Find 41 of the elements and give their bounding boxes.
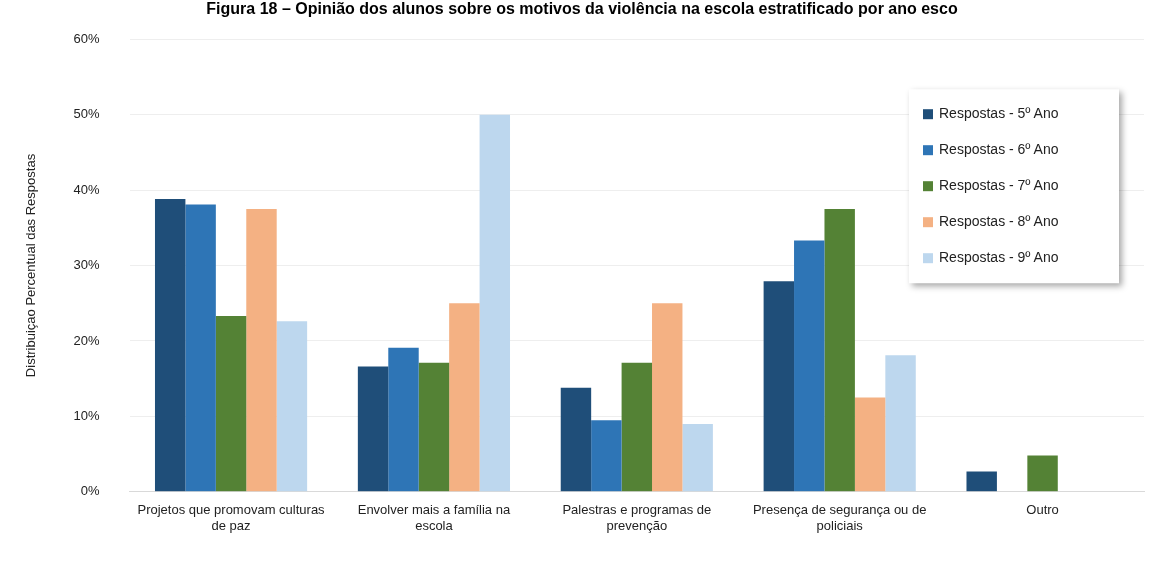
bar: [479, 114, 511, 492]
y-tick-label: 40%: [73, 181, 101, 197]
bar: [652, 303, 683, 492]
bar: [1027, 455, 1058, 492]
y-tick-label: 50%: [73, 106, 101, 122]
bar: [154, 199, 186, 492]
x-tick-label: Projetos que promovam culturas de paz: [137, 502, 326, 533]
x-tick-label: Presença de segurança ou de policiais: [752, 502, 927, 533]
bar: [357, 366, 389, 492]
bar: [885, 355, 916, 492]
bar: [854, 397, 886, 492]
y-tick-label: 0%: [80, 483, 101, 499]
bar: [449, 303, 480, 492]
bar: [621, 362, 653, 492]
bar: [560, 387, 592, 492]
bar: [246, 208, 277, 492]
bar: [682, 423, 713, 492]
bar: [591, 420, 622, 492]
bar: [418, 362, 450, 492]
x-tick-label: Palestras e programas de prevenção: [562, 502, 712, 533]
legend-label: Respostas - 9º Ano: [939, 249, 1059, 266]
x-tick-label: Outro: [1026, 502, 1059, 518]
bar: [824, 208, 855, 492]
bar: [966, 471, 997, 492]
bar: [388, 347, 419, 492]
y-tick-label: 10%: [73, 407, 101, 423]
legend-label: Respostas - 5º Ano: [939, 105, 1059, 122]
legend-label: Respostas - 8º Ano: [939, 213, 1059, 230]
bar: [794, 240, 825, 492]
y-tick-label: 30%: [73, 257, 101, 273]
bar: [185, 204, 216, 492]
bar: [763, 281, 795, 492]
bar: [276, 321, 308, 492]
y-tick-label: 20%: [73, 332, 101, 348]
chart-title: Figura 18 – Opinião dos alunos sobre os motivos da violência na escola estratificado por ano esco: [206, 0, 958, 18]
y-axis-title: Distribuiçao Percentual das Respostas: [23, 153, 39, 378]
x-tick-label: Envolver mais a família na escola: [357, 502, 511, 533]
bar: [215, 316, 247, 492]
y-tick-label: 60%: [73, 30, 101, 46]
legend-label: Respostas - 7º Ano: [939, 177, 1059, 194]
legend-label: Respostas - 6º Ano: [939, 141, 1059, 158]
